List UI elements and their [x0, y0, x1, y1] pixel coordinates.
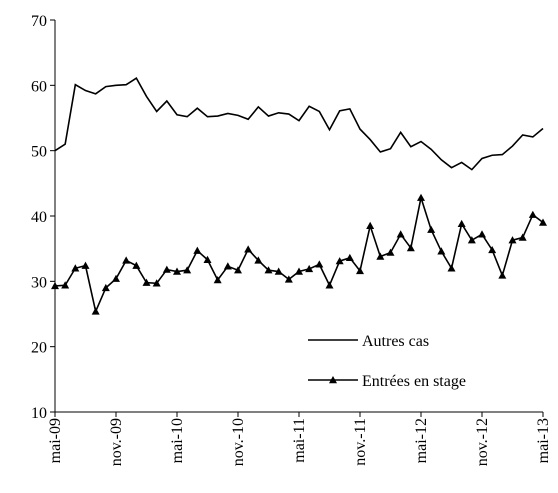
marker [71, 264, 80, 272]
marker [396, 230, 405, 238]
marker [376, 252, 385, 260]
marker [91, 307, 100, 315]
marker [142, 278, 151, 286]
marker [274, 267, 283, 275]
y-tick-label: 50 [31, 144, 47, 161]
y-tick-label: 20 [31, 340, 47, 357]
marker [386, 248, 395, 256]
marker [61, 281, 70, 289]
marker [193, 246, 202, 254]
marker [295, 267, 303, 275]
marker [244, 245, 253, 253]
marker [356, 266, 364, 275]
legend-marker [329, 376, 337, 384]
marker [122, 256, 131, 264]
x-tick-label: nov.-11 [352, 418, 369, 466]
marker [417, 193, 425, 201]
marker [162, 265, 171, 273]
x-tick-label: mai-09 [47, 418, 64, 463]
marker [427, 225, 436, 233]
marker [183, 266, 192, 274]
marker [518, 233, 527, 241]
y-tick-label: 10 [31, 405, 47, 422]
marker [264, 266, 273, 274]
marker [284, 275, 293, 283]
marker [467, 236, 476, 244]
marker [173, 267, 181, 275]
legend-label: Autres cas [362, 333, 429, 350]
marker [478, 230, 486, 238]
marker [81, 261, 90, 269]
marker [203, 255, 212, 263]
y-tick-label: 40 [31, 209, 47, 226]
series-line [54, 194, 544, 314]
marker [345, 253, 354, 262]
series-line [54, 77, 544, 171]
marker [457, 219, 466, 228]
marker [213, 276, 222, 284]
legend-box [300, 318, 556, 402]
marker [315, 260, 324, 268]
y-tick-label: 70 [31, 13, 47, 30]
marker [325, 281, 334, 289]
marker [305, 264, 314, 273]
marker [539, 218, 547, 226]
x-tick-label: nov.-09 [108, 418, 125, 466]
marker [406, 244, 415, 252]
marker [51, 281, 59, 290]
y-tick-label: 30 [31, 274, 47, 291]
marker [254, 256, 263, 264]
legend-label: Entrées en stage [362, 373, 466, 390]
marker [112, 274, 120, 282]
marker [223, 262, 232, 270]
marker [437, 247, 446, 255]
marker [488, 245, 497, 254]
y-tick-label: 60 [31, 78, 47, 95]
marker [152, 279, 161, 287]
marker [528, 210, 537, 218]
x-tick-label: mai-10 [169, 418, 186, 463]
x-tick-label: mai-12 [413, 418, 430, 463]
x-tick-label: mai-13 [535, 418, 552, 463]
x-tick-label: nov.-10 [230, 418, 247, 466]
marker [366, 221, 375, 229]
marker [234, 266, 242, 274]
x-tick-label: mai-11 [291, 418, 308, 463]
marker [335, 257, 344, 265]
x-tick-label: nov.-12 [474, 418, 491, 466]
marker [498, 271, 507, 279]
marker [101, 283, 110, 292]
marker [132, 261, 141, 269]
marker [508, 236, 517, 244]
marker [447, 264, 456, 272]
